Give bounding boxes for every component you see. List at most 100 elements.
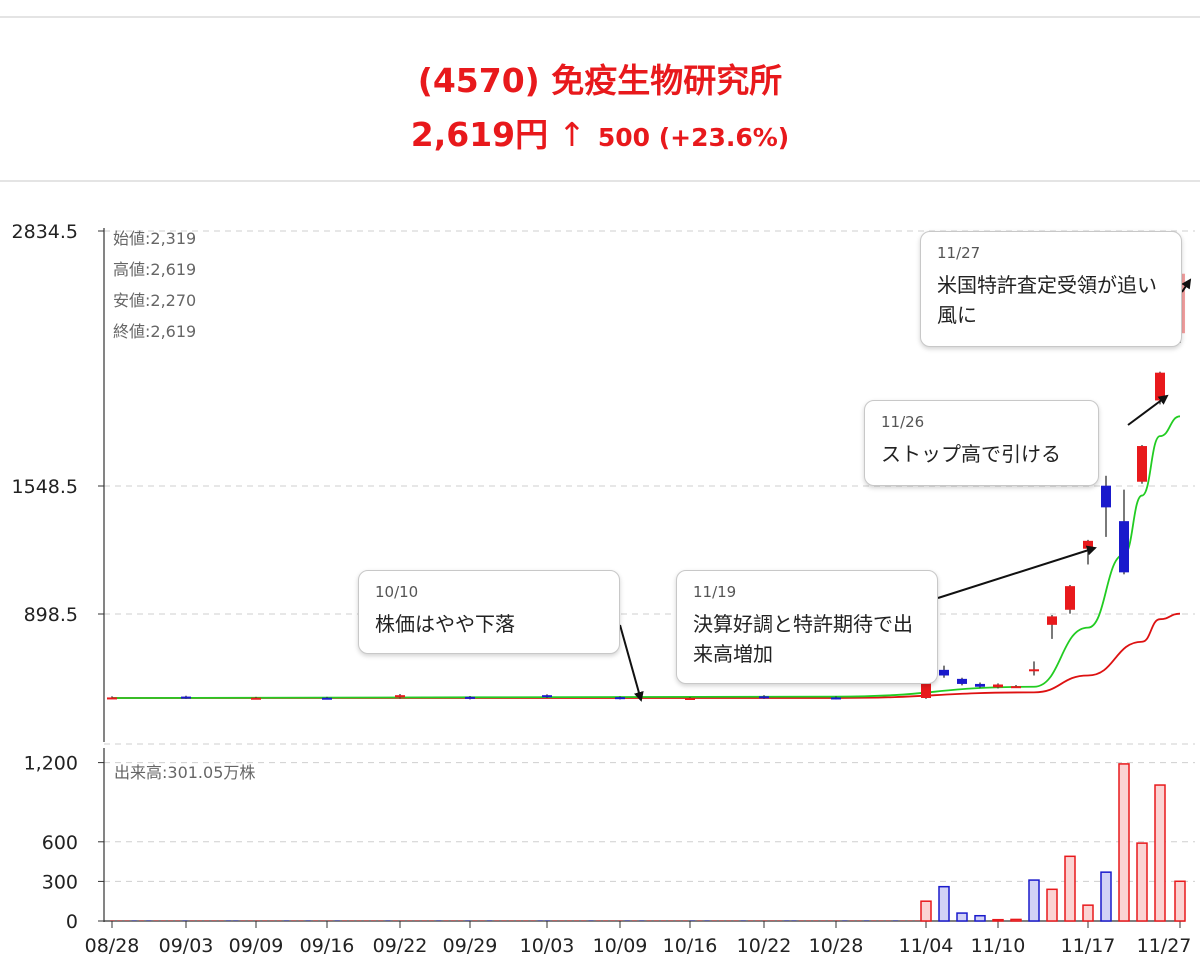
volume-bar-flat <box>436 920 442 921</box>
volume-bar-flat <box>204 920 210 921</box>
volume-bar <box>1100 871 1112 922</box>
annotation-callout-1127: 11/27 米国特許査定受領が追い風に <box>920 231 1182 347</box>
volume-bar-flat <box>240 920 246 921</box>
volume-bar-flat <box>523 920 529 921</box>
x-axis-label: 11/17 <box>1061 935 1116 957</box>
candle-body <box>615 697 625 700</box>
x-axis-label: 09/16 <box>300 935 355 957</box>
candle-body <box>759 696 769 699</box>
volume-bar-flat <box>646 920 652 921</box>
annotation-arrows <box>619 278 1192 702</box>
volume-bar <box>938 885 950 922</box>
volume-bar-flat <box>494 920 500 921</box>
arrow-1127 <box>1181 278 1192 293</box>
candle-body <box>1101 485 1111 508</box>
candle-body <box>975 683 985 687</box>
x-axis-label: 10/22 <box>737 935 792 957</box>
annotation-callout-1126: 11/26 ストップ高で引ける <box>864 400 1099 486</box>
x-axis-label: 11/04 <box>899 935 954 957</box>
volume-bar <box>1174 880 1186 922</box>
volume-bar <box>992 918 1004 922</box>
volume-bar-flat <box>211 920 217 921</box>
volume-bar-flat <box>327 920 333 921</box>
candle-body <box>1047 616 1057 625</box>
candle-body <box>395 695 405 698</box>
axes: 898.5 1548.5 2834.5 0 300 600 1,200 08/28 09/03 0… <box>12 221 1192 957</box>
volume-bar-flat <box>124 920 130 921</box>
volume-bar-flat <box>356 920 362 921</box>
volume-bar-flat <box>400 920 405 921</box>
volume-bar-flat <box>856 920 862 921</box>
x-axis-label: 10/03 <box>520 935 575 957</box>
volume-bar-flat <box>545 920 550 921</box>
candle-body <box>1155 372 1165 401</box>
volume-bar-flat <box>479 920 485 921</box>
volume-bar-flat <box>131 920 137 921</box>
volume-bar-flat <box>849 920 855 921</box>
moving-average-long <box>112 612 1181 699</box>
x-axis-label: 09/03 <box>159 935 214 957</box>
candle-body <box>181 696 191 699</box>
volume-bar-flat <box>226 920 231 921</box>
volume-bar-flat <box>501 920 507 921</box>
annotation-callout-1119: 11/19 決算好調と特許期待で出来高増加 <box>676 570 938 684</box>
volume-bar-flat <box>581 920 587 921</box>
volume-bar-flat <box>342 920 347 921</box>
volume-bar-flat <box>900 920 906 921</box>
volume-bar-flat <box>864 920 869 921</box>
volume-bar-flat <box>813 920 819 921</box>
volume-bar-flat <box>465 920 471 921</box>
volume-bar-flat <box>885 920 891 921</box>
volume-bar <box>974 914 986 922</box>
x-axis-label: 09/09 <box>229 935 284 957</box>
annotation-text: ストップ高で引ける <box>881 442 1061 466</box>
volume-bar-flat <box>777 920 782 921</box>
volume-bar-flat <box>798 920 804 921</box>
volume-bar-flat <box>378 920 384 921</box>
volume-bar-flat <box>247 920 253 921</box>
price-axis-label: 898.5 <box>24 604 78 626</box>
up-arrow-icon: ↑ <box>558 115 586 154</box>
x-axis-label: 08/28 <box>85 935 140 957</box>
volume-bar-flat <box>632 920 637 921</box>
volume-bar-flat <box>305 920 311 921</box>
volume-bar-flat <box>168 920 173 921</box>
volume-bar-flat <box>414 920 420 921</box>
x-axis-label: 10/16 <box>663 935 718 957</box>
volume-bar-flat <box>334 920 340 921</box>
volume-bar-flat <box>653 920 659 921</box>
volume-bar-flat <box>682 920 688 921</box>
volume-bar <box>1082 904 1094 922</box>
volume-bar-flat <box>559 920 565 921</box>
volume-bar <box>1118 763 1130 922</box>
volume-bar-flat <box>588 920 594 921</box>
volume-bar-flat <box>907 920 913 921</box>
annotation-text: 米国特許査定受領が追い風に <box>937 273 1157 327</box>
volume-bar-flat <box>284 920 289 921</box>
volume-bar-flat <box>740 920 746 921</box>
volume-bar-flat <box>371 920 376 921</box>
volume-bar-flat <box>624 920 630 921</box>
volume-bar-flat <box>363 920 369 921</box>
candle-body <box>685 698 695 700</box>
candle-body <box>107 697 117 700</box>
volume-bar-flat <box>914 920 920 921</box>
volume-bar-flat <box>117 920 123 921</box>
volume-bar-flat <box>139 920 144 921</box>
ohlc-value: 安値:2,270 <box>113 291 196 310</box>
candle-body <box>1137 446 1147 482</box>
candle-body <box>1119 521 1129 573</box>
moving-average-short <box>111 415 1181 699</box>
volume-bar <box>1046 888 1058 922</box>
volume-bar <box>1010 918 1022 922</box>
volume-bar <box>1154 784 1166 922</box>
volume-bar-flat <box>233 920 239 921</box>
volume-bar-flat <box>450 920 456 921</box>
volume-bar-flat <box>421 920 427 921</box>
volume-bar-flat <box>407 920 413 921</box>
candle-body <box>939 669 949 676</box>
volume-bar-flat <box>508 920 514 921</box>
volume-bar-flat <box>349 920 355 921</box>
volume-bar-flat <box>668 920 674 921</box>
volume-axis-label: 600 <box>42 832 78 854</box>
